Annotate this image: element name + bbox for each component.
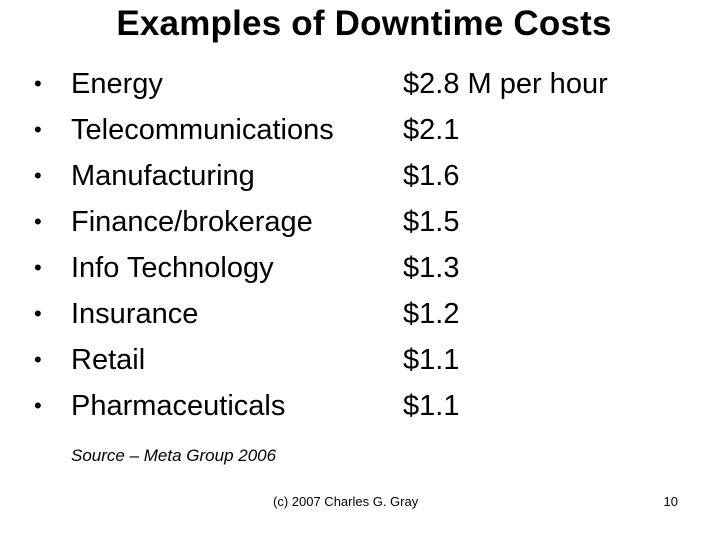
bullet-icon: •	[34, 347, 42, 372]
cost-value: $1.1	[403, 344, 460, 376]
page-number: 10	[663, 494, 678, 509]
cost-value: $1.1	[403, 390, 460, 422]
cost-value: $1.3	[403, 252, 460, 284]
industry-label: Energy	[71, 68, 163, 100]
bullet-icon: •	[34, 163, 42, 188]
source-note: Source – Meta Group 2006	[71, 446, 277, 465]
slide-title: Examples of Downtime Costs	[116, 4, 612, 43]
cost-value: $1.6	[403, 160, 460, 192]
list-item: • Info Technology $1.3	[0, 245, 720, 291]
industry-label: Pharmaceuticals	[71, 390, 286, 422]
list-item: • Telecommunications $2.1	[0, 107, 720, 153]
list-item: • Manufacturing $1.6	[0, 153, 720, 199]
bullet-icon: •	[34, 117, 42, 142]
bullet-icon: •	[34, 71, 42, 96]
footer-copyright: (c) 2007 Charles G. Gray	[273, 494, 419, 509]
downtime-cost-list: • Energy $2.8 M per hour • Telecommunica…	[0, 61, 720, 429]
industry-label: Info Technology	[71, 252, 274, 284]
bullet-icon: •	[34, 209, 42, 234]
list-item: • Pharmaceuticals $1.1	[0, 383, 720, 429]
industry-label: Retail	[71, 344, 146, 376]
industry-label: Insurance	[71, 298, 199, 330]
list-item: • Insurance $1.2	[0, 291, 720, 337]
cost-value: $1.2	[403, 298, 460, 330]
cost-value: $2.1	[403, 114, 460, 146]
cost-value: $2.8 M per hour	[403, 68, 608, 100]
list-item: • Finance/brokerage $1.5	[0, 199, 720, 245]
bullet-icon: •	[34, 301, 42, 326]
bullet-icon: •	[34, 393, 42, 418]
cost-value: $1.5	[403, 206, 460, 238]
list-item: • Energy $2.8 M per hour	[0, 61, 720, 107]
industry-label: Finance/brokerage	[71, 206, 313, 238]
bullet-icon: •	[34, 255, 42, 280]
list-item: • Retail $1.1	[0, 337, 720, 383]
industry-label: Manufacturing	[71, 160, 255, 192]
industry-label: Telecommunications	[71, 114, 334, 146]
